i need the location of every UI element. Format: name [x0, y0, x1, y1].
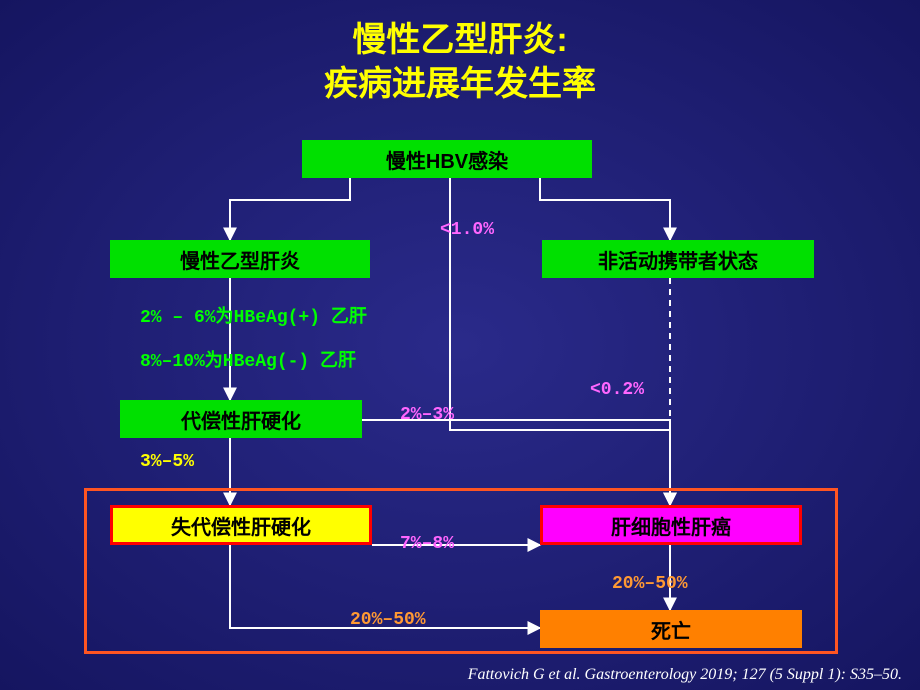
- node-inactive: 非活动携带者状态: [542, 240, 814, 278]
- node-hcc-label: 肝细胞性肝癌: [611, 511, 731, 540]
- anno-hbeag-pos: 2% – 6%为HBeAg(+) 乙肝: [140, 302, 367, 328]
- node-chb: 慢性乙型肝炎: [110, 240, 370, 278]
- anno-lt1: <1.0%: [440, 220, 494, 240]
- anno-lt02: <0.2%: [590, 380, 644, 400]
- flowchart-canvas: 慢性HBV感染 慢性乙型肝炎 非活动携带者状态 代偿性肝硬化 失代偿性肝硬化 肝…: [0, 0, 920, 690]
- citation: Fattovich G et al. Gastroenterology 2019…: [468, 666, 902, 684]
- node-decomp-label: 失代偿性肝硬化: [171, 511, 311, 540]
- node-comp-label: 代偿性肝硬化: [181, 405, 301, 434]
- node-death: 死亡: [540, 610, 802, 648]
- anno-r2-3: 2%–3%: [400, 405, 454, 425]
- node-root: 慢性HBV感染: [302, 140, 592, 178]
- anno-r3-5: 3%–5%: [140, 452, 194, 472]
- node-inactive-label: 非活动携带者状态: [598, 245, 758, 274]
- anno-r20-50a: 20%–50%: [612, 574, 688, 594]
- node-root-label: 慢性HBV感染: [386, 145, 508, 174]
- node-hcc: 肝细胞性肝癌: [540, 505, 802, 545]
- anno-r20-50b: 20%–50%: [350, 610, 426, 630]
- anno-r7-8: 7%–8%: [400, 534, 454, 554]
- node-death-label: 死亡: [651, 615, 691, 644]
- node-comp: 代偿性肝硬化: [120, 400, 362, 438]
- anno-hbeag-neg: 8%–10%为HBeAg(-) 乙肝: [140, 346, 356, 372]
- node-decomp: 失代偿性肝硬化: [110, 505, 372, 545]
- node-chb-label: 慢性乙型肝炎: [180, 245, 300, 274]
